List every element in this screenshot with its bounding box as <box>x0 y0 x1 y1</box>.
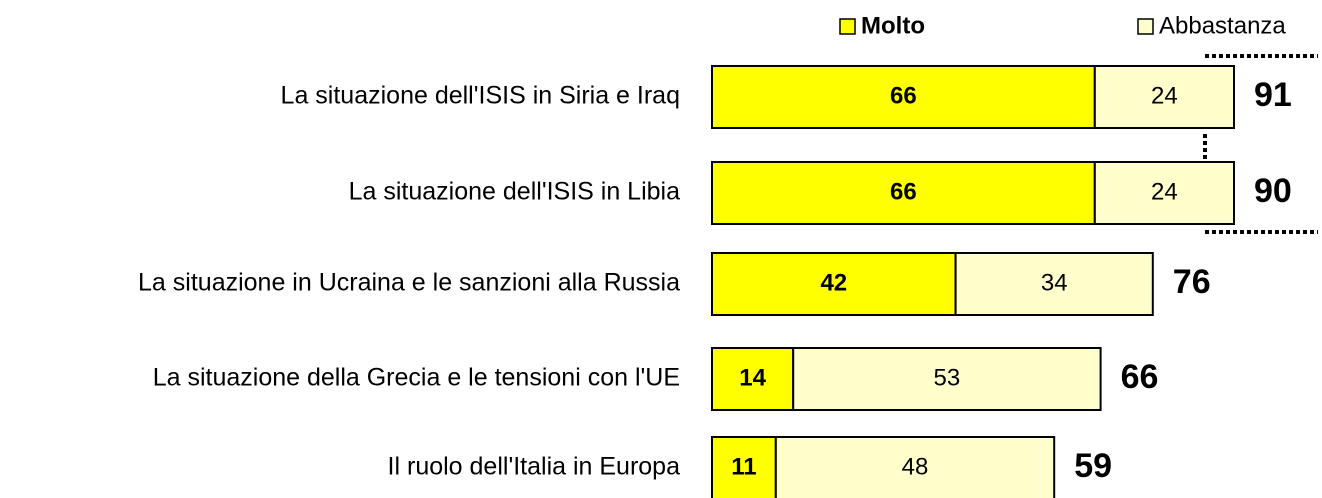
bar-segment <box>792 347 1102 411</box>
value-label: 24 <box>1151 82 1178 109</box>
category-label: La situazione dell'ISIS in Siria e Iraq <box>281 82 680 110</box>
legend-label: Abbastanza <box>1159 12 1286 39</box>
total-label: 59 <box>1074 447 1112 485</box>
bar-segment <box>711 436 777 498</box>
category-label: La situazione in Ucraina e le sanzioni a… <box>138 269 680 297</box>
value-label: 42 <box>820 269 847 296</box>
legend-swatch <box>839 18 856 35</box>
value-label: 14 <box>739 364 766 391</box>
value-label: 53 <box>934 364 961 391</box>
total-label: 90 <box>1254 172 1292 210</box>
total-label: 91 <box>1254 76 1292 114</box>
bar-segment <box>711 65 1096 129</box>
value-label: 48 <box>902 453 929 480</box>
legend-swatch <box>1137 18 1154 35</box>
category-label: Il ruolo dell'Italia in Europa <box>388 453 681 481</box>
value-label: 24 <box>1151 178 1178 205</box>
value-label: 66 <box>890 178 917 205</box>
total-label: 76 <box>1173 263 1211 301</box>
total-label: 66 <box>1121 358 1159 396</box>
bar-segment <box>711 161 1096 225</box>
bar-segment <box>1093 161 1236 225</box>
legend-label: Molto <box>861 12 925 39</box>
category-label: La situazione della Grecia e le tensioni… <box>153 364 680 392</box>
category-label: La situazione dell'ISIS in Libia <box>349 178 680 206</box>
value-label: 11 <box>731 453 756 480</box>
bar-segment <box>954 252 1154 316</box>
value-label: 34 <box>1041 269 1068 296</box>
bar-segment <box>711 347 795 411</box>
value-label: 66 <box>890 82 917 109</box>
bar-segment <box>774 436 1056 498</box>
bar-segment <box>1093 65 1236 129</box>
